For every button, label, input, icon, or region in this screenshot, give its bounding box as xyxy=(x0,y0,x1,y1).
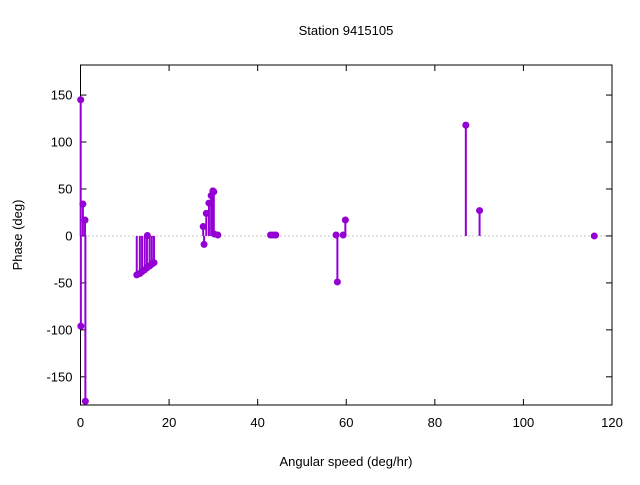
y-axis-label: Phase (deg) xyxy=(10,200,25,271)
x-tick-label: 20 xyxy=(162,415,176,430)
plot-area: 0 20 40 60 80 100 120 -150 -100 -50 0 50 100 150 xyxy=(46,64,623,430)
data-point xyxy=(77,322,85,330)
y-tick-label: -150 xyxy=(46,369,72,384)
data-point xyxy=(81,397,89,405)
data-point xyxy=(214,231,222,239)
data-point xyxy=(333,278,341,286)
y-tick-label: -100 xyxy=(46,322,72,337)
y-tick-label: 100 xyxy=(51,135,73,150)
data-point xyxy=(77,96,85,104)
data-point xyxy=(476,207,484,215)
data-point xyxy=(341,216,349,224)
data-point xyxy=(202,209,210,217)
data-point xyxy=(205,199,213,207)
data-point xyxy=(143,231,151,239)
data-point xyxy=(272,231,280,239)
y-tick-label: 50 xyxy=(58,181,72,196)
x-tick-label: 120 xyxy=(601,415,623,430)
data-point xyxy=(332,231,340,239)
data-point xyxy=(150,259,158,267)
x-tick-label: 0 xyxy=(77,415,84,430)
x-tick-label: 60 xyxy=(339,415,353,430)
data-point xyxy=(210,188,218,196)
y-tick-label: 150 xyxy=(51,88,73,103)
data-point xyxy=(200,240,208,248)
y-tick-label: 0 xyxy=(65,228,72,243)
y-tick-label: -50 xyxy=(54,275,73,290)
x-tick-label: 80 xyxy=(428,415,442,430)
x-tick-label: 100 xyxy=(513,415,535,430)
x-tick-label: 40 xyxy=(250,415,264,430)
data-point xyxy=(462,121,470,129)
data-point xyxy=(590,232,598,240)
data-point xyxy=(81,216,89,224)
chart-title: Station 9415105 xyxy=(299,23,394,38)
data-point xyxy=(199,223,207,231)
data-point xyxy=(339,231,347,239)
data-point xyxy=(79,200,87,208)
x-axis-label: Angular speed (deg/hr) xyxy=(280,454,413,469)
